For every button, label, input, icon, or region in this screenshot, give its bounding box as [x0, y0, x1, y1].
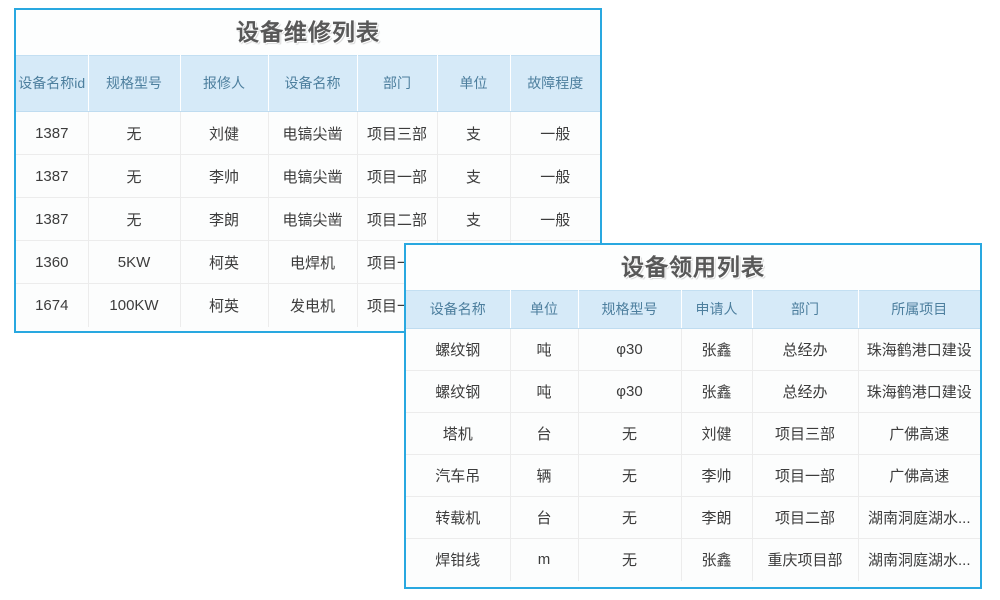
cell-equipment-name[interactable]: 螺纹钢 [406, 328, 511, 371]
cell-project: 珠海鹤港口建设 [858, 328, 980, 371]
cell-spec: 无 [88, 197, 181, 241]
cell-spec: 无 [578, 538, 682, 581]
column-header-reporter[interactable]: 报修人 [180, 55, 269, 112]
cell-equipment-id: 1674 [16, 283, 89, 327]
table-row[interactable]: 汽车吊 辆 无 李帅 项目一部 广佛高速 [406, 454, 980, 497]
table-row[interactable]: 塔机 台 无 刘健 项目三部 广佛高速 [406, 412, 980, 455]
cell-unit: 支 [437, 197, 511, 241]
cell-spec: 无 [578, 454, 682, 497]
panel-requisition-list: 设备领用列表 设备名称 单位 规格型号 申请人 部门 所属项目 螺纹钢 吨 [404, 243, 982, 589]
cell-reporter[interactable]: 李帅 [180, 154, 269, 198]
cell-applicant[interactable]: 张鑫 [681, 538, 753, 581]
cell-equipment-name[interactable]: 电镐尖凿 [268, 197, 358, 241]
cell-equipment-id: 1387 [16, 197, 89, 241]
column-header-department[interactable]: 部门 [357, 55, 438, 112]
table-row[interactable]: 1387 无 李帅 电镐尖凿 项目一部 支 一般 [16, 154, 600, 198]
column-header-spec[interactable]: 规格型号 [88, 55, 181, 112]
cell-reporter[interactable]: 刘健 [180, 111, 269, 155]
cell-unit: 支 [437, 111, 511, 155]
cell-department: 项目三部 [357, 111, 438, 155]
cell-reporter[interactable]: 柯英 [180, 283, 269, 327]
column-header-applicant[interactable]: 申请人 [681, 290, 753, 329]
cell-unit: 支 [437, 154, 511, 198]
cell-equipment-name[interactable]: 汽车吊 [406, 454, 511, 497]
cell-department: 项目一部 [357, 154, 438, 198]
column-header-spec[interactable]: 规格型号 [578, 290, 682, 329]
cell-spec: 5KW [88, 240, 181, 284]
column-header-equipment-name[interactable]: 设备名称 [268, 55, 358, 112]
requisition-header-row: 设备名称 单位 规格型号 申请人 部门 所属项目 [406, 290, 980, 329]
cell-unit: 台 [510, 496, 579, 539]
cell-applicant[interactable]: 李帅 [681, 454, 753, 497]
cell-department: 项目二部 [357, 197, 438, 241]
cell-equipment-id: 1360 [16, 240, 89, 284]
column-header-equipment-id[interactable]: 设备名称id [16, 55, 89, 112]
cell-severity: 一般 [510, 111, 600, 155]
cell-applicant[interactable]: 刘健 [681, 412, 753, 455]
cell-applicant[interactable]: 张鑫 [681, 370, 753, 413]
cell-unit: 吨 [510, 328, 579, 371]
cell-spec: 无 [578, 496, 682, 539]
cell-spec: 100KW [88, 283, 181, 327]
cell-project: 珠海鹤港口建设 [858, 370, 980, 413]
cell-equipment-name[interactable]: 电镐尖凿 [268, 154, 358, 198]
cell-spec: φ30 [578, 328, 682, 371]
cell-reporter[interactable]: 柯英 [180, 240, 269, 284]
cell-project: 广佛高速 [858, 412, 980, 455]
cell-equipment-name[interactable]: 焊钳线 [406, 538, 511, 581]
cell-severity: 一般 [510, 197, 600, 241]
column-header-equipment-name[interactable]: 设备名称 [406, 290, 511, 329]
column-header-severity[interactable]: 故障程度 [510, 55, 600, 112]
column-header-project[interactable]: 所属项目 [858, 290, 980, 329]
table-row[interactable]: 1387 无 李朗 电镐尖凿 项目二部 支 一般 [16, 197, 600, 241]
column-header-unit[interactable]: 单位 [437, 55, 511, 112]
table-row[interactable]: 转载机 台 无 李朗 项目二部 湖南洞庭湖水... [406, 496, 980, 539]
cell-equipment-name[interactable]: 转载机 [406, 496, 511, 539]
cell-project: 湖南洞庭湖水... [858, 538, 980, 581]
cell-department: 重庆项目部 [752, 538, 859, 581]
cell-spec: 无 [88, 154, 181, 198]
cell-equipment-name[interactable]: 塔机 [406, 412, 511, 455]
panel-requisition-title: 设备领用列表 [406, 245, 980, 290]
cell-equipment-id: 1387 [16, 154, 89, 198]
cell-equipment-name[interactable]: 电焊机 [268, 240, 358, 284]
table-row[interactable]: 螺纹钢 吨 φ30 张鑫 总经办 珠海鹤港口建设 [406, 328, 980, 371]
cell-equipment-name[interactable]: 电镐尖凿 [268, 111, 358, 155]
cell-unit: 吨 [510, 370, 579, 413]
cell-unit: m [510, 538, 579, 581]
cell-equipment-id: 1387 [16, 111, 89, 155]
cell-applicant[interactable]: 李朗 [681, 496, 753, 539]
cell-applicant[interactable]: 张鑫 [681, 328, 753, 371]
table-row[interactable]: 1387 无 刘健 电镐尖凿 项目三部 支 一般 [16, 111, 600, 155]
cell-severity: 一般 [510, 154, 600, 198]
cell-department: 项目三部 [752, 412, 859, 455]
column-header-department[interactable]: 部门 [752, 290, 859, 329]
cell-spec: φ30 [578, 370, 682, 413]
repair-header-row: 设备名称id 规格型号 报修人 设备名称 部门 单位 故障程度 [16, 55, 600, 112]
column-header-unit[interactable]: 单位 [510, 290, 579, 329]
table-row[interactable]: 焊钳线 m 无 张鑫 重庆项目部 湖南洞庭湖水... [406, 538, 980, 581]
cell-department: 项目一部 [752, 454, 859, 497]
cell-unit: 辆 [510, 454, 579, 497]
table-row[interactable]: 螺纹钢 吨 φ30 张鑫 总经办 珠海鹤港口建设 [406, 370, 980, 413]
cell-spec: 无 [578, 412, 682, 455]
cell-equipment-name[interactable]: 螺纹钢 [406, 370, 511, 413]
cell-project: 广佛高速 [858, 454, 980, 497]
cell-department: 项目二部 [752, 496, 859, 539]
panel-repair-title: 设备维修列表 [16, 10, 600, 55]
cell-spec: 无 [88, 111, 181, 155]
cell-reporter[interactable]: 李朗 [180, 197, 269, 241]
cell-department: 总经办 [752, 370, 859, 413]
cell-project: 湖南洞庭湖水... [858, 496, 980, 539]
cell-department: 总经办 [752, 328, 859, 371]
cell-unit: 台 [510, 412, 579, 455]
cell-equipment-name[interactable]: 发电机 [268, 283, 358, 327]
requisition-table: 设备名称 单位 规格型号 申请人 部门 所属项目 螺纹钢 吨 φ30 张鑫 总经… [406, 290, 980, 581]
